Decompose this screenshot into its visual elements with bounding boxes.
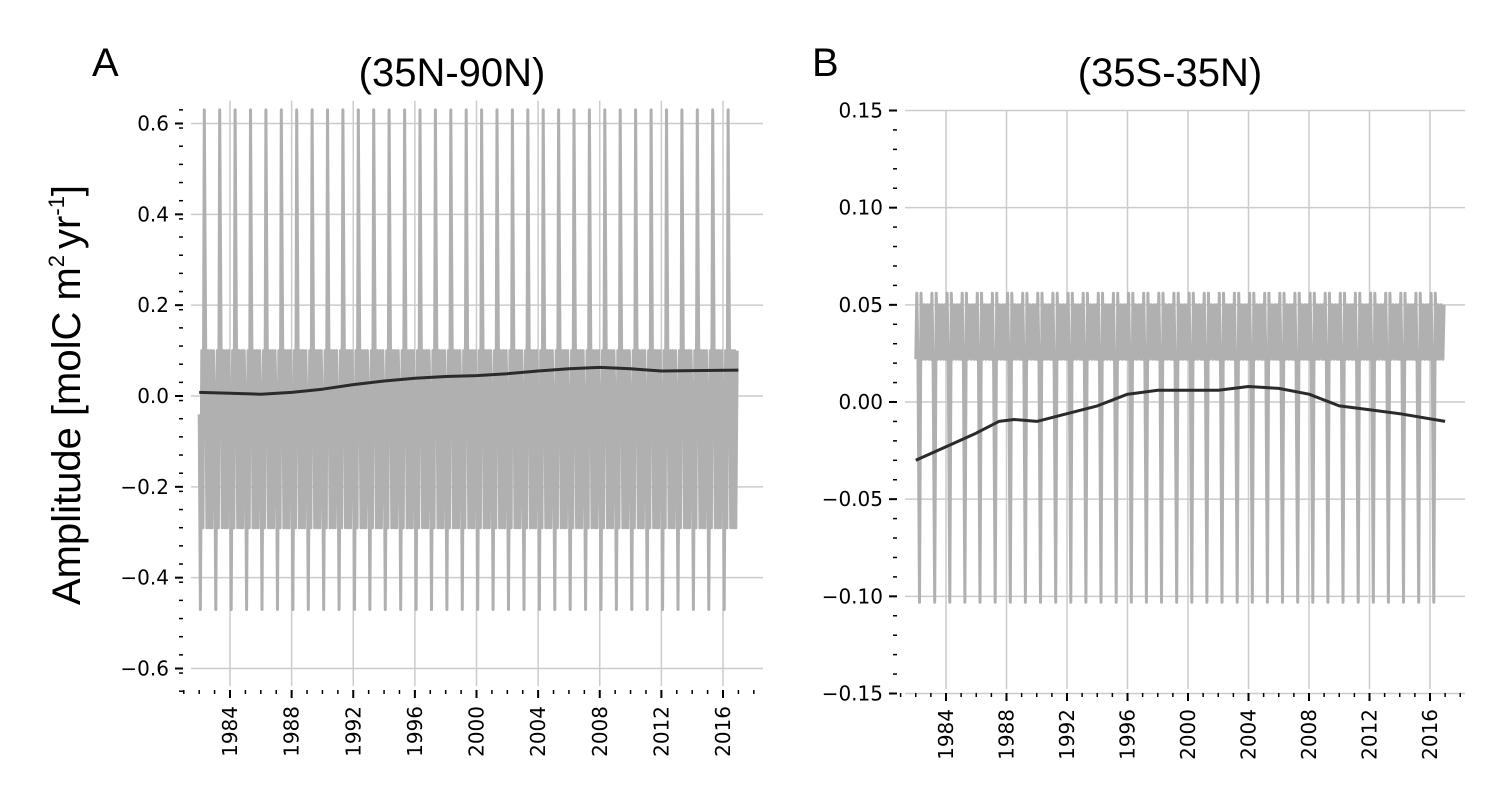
y-axis-label-sup2: 2 [44, 255, 69, 267]
x-tick-label: 1984 [218, 706, 242, 757]
gridlines [905, 109, 1465, 695]
y-tick-label: −0.15 [822, 682, 883, 706]
x-tick-label: 2008 [1297, 709, 1321, 760]
seasonal-series-line [197, 108, 739, 611]
y-tick-label: −0.10 [822, 584, 883, 608]
y-tick-label: −0.6 [120, 657, 169, 681]
panel-a: A (35N-90N) −0.6 −0.4 −0.2 0.0 0.2 0.4 0.6 1984 19… [92, 41, 763, 757]
y-axis-label-yr: yr [45, 216, 89, 249]
x-tick-label: 1988 [280, 706, 304, 757]
y-axis-label-close: ] [45, 185, 89, 196]
x-tick-label: 1988 [995, 709, 1019, 760]
y-tick-label: −0.2 [120, 475, 169, 499]
y-tick-label: 0.10 [838, 196, 883, 220]
panel-title: (35S-35N) [1078, 51, 1263, 95]
y-tick-label: 0.4 [137, 202, 169, 226]
y-tick-label: 0.15 [838, 99, 883, 123]
y-axis-label-main: Amplitude [molC m [45, 267, 89, 605]
x-tick-label: 1996 [403, 706, 427, 757]
x-tick-label: 2016 [1418, 709, 1442, 760]
x-tick-label: 2008 [588, 706, 612, 757]
panel-b: B (35S-35N) −0.15 −0.10 −0.05 0.00 0.05 0.10 0.1… [812, 41, 1465, 760]
y-axis-label: Amplitude [molC m2 yr-1] [44, 185, 89, 605]
x-tick-label: 1992 [1055, 709, 1079, 760]
axis-ticks: −0.6 −0.4 −0.2 0.0 0.2 0.4 0.6 1984 1988 1992 1996… [120, 109, 755, 757]
x-tick-label: 1996 [1116, 709, 1140, 760]
x-tick-label: 1992 [341, 706, 365, 757]
y-tick-label: −0.4 [120, 566, 169, 590]
x-tick-label: 2000 [1176, 709, 1200, 760]
trend-series-line [199, 365, 739, 396]
x-tick-label: 2004 [1237, 709, 1261, 760]
panel-letter: A [92, 41, 119, 85]
y-tick-label: −0.05 [822, 487, 883, 511]
y-tick-label: 0.6 [137, 112, 169, 136]
y-axis-label-sup-neg1: -1 [44, 196, 69, 216]
x-tick-label: 2012 [649, 706, 673, 757]
y-tick-label: 0.05 [838, 293, 883, 317]
axis-ticks: −0.15 −0.10 −0.05 0.00 0.05 0.10 0.15 1984 1988 1… [822, 99, 1461, 760]
trend-series-line [915, 385, 1446, 462]
seasonal-series-line [914, 291, 1446, 604]
y-tick-label: 0.00 [838, 390, 883, 414]
x-tick-label: 2004 [526, 706, 550, 757]
y-tick-label: 0.0 [137, 384, 169, 408]
x-tick-label: 2000 [465, 706, 489, 757]
x-tick-label: 1984 [934, 709, 958, 760]
x-tick-label: 2012 [1358, 709, 1382, 760]
x-tick-label: 2016 [711, 706, 735, 757]
panel-title: (35N-90N) [359, 51, 546, 95]
y-tick-label: 0.2 [137, 293, 169, 317]
panel-letter: B [812, 41, 839, 85]
